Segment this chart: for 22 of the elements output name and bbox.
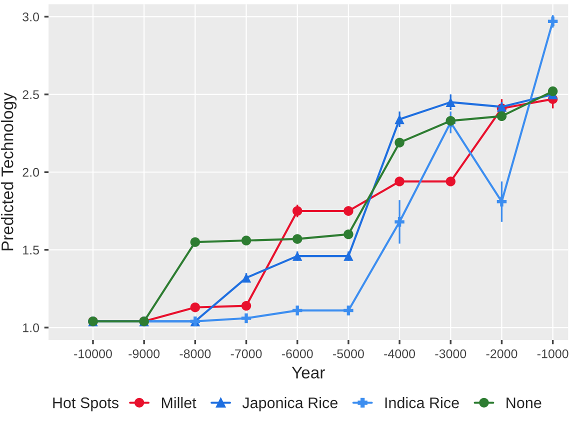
- y-tick-label: 2.5: [22, 90, 39, 100]
- y-tick-label: 1.0: [23, 323, 40, 332]
- x-tick-label: -3000: [435, 349, 466, 358]
- legend-title: Hot Spots: [53, 397, 118, 412]
- legend-label: Japonica Rice: [242, 397, 338, 412]
- y-tick-label: 3.0: [22, 12, 40, 22]
- x-tick-label: -8000: [180, 349, 211, 358]
- y-tick-label: 1.5: [23, 246, 39, 254]
- x-tick-label: -7000: [230, 349, 262, 358]
- x-tick-label: -1000: [537, 349, 568, 358]
- y-tick-label: 2.0: [22, 168, 40, 177]
- x-tick-label: -5000: [333, 349, 364, 358]
- x-axis-title: Year: [292, 366, 325, 378]
- x-tick-label: -4000: [384, 349, 416, 358]
- legend-label: None: [506, 398, 542, 408]
- legend-label: Indica Rice: [385, 397, 459, 408]
- y-axis-title: Predicted Technology: [1, 92, 17, 250]
- legend-label: Millet: [162, 397, 196, 408]
- x-tick-label: -2000: [486, 349, 518, 358]
- x-tick-label: -9000: [128, 349, 160, 358]
- x-tick-label: -10000: [74, 349, 112, 358]
- x-tick-label: -6000: [282, 349, 313, 358]
